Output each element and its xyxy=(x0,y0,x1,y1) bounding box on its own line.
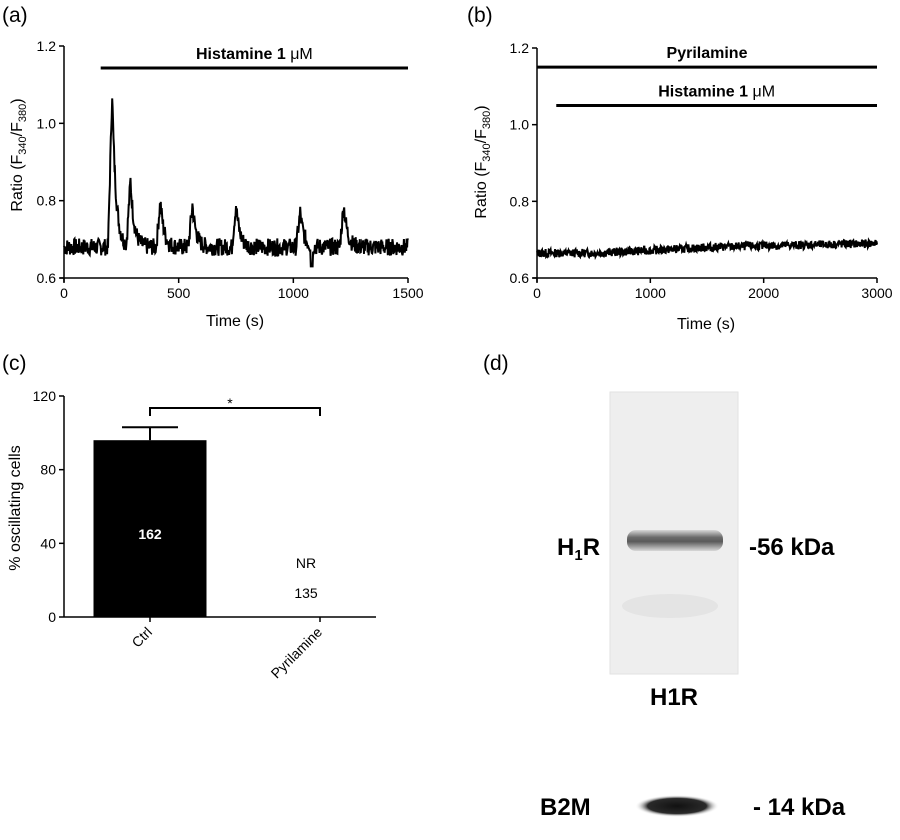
panel-b-ytick-label: 0.8 xyxy=(510,193,530,209)
panel-a-xtick-label: 0 xyxy=(60,285,68,301)
blot-background-smudge xyxy=(622,594,718,618)
panel-a-xtick-label: 500 xyxy=(167,285,191,301)
panel-a-axes xyxy=(60,46,408,282)
panel-c-bar-n-label: 135 xyxy=(294,585,318,601)
panel-b-ylabel: Ratio (F340/F380) xyxy=(473,105,493,218)
blot-membrane-border xyxy=(609,391,739,675)
panel-c-bar-n-label: 162 xyxy=(138,526,162,542)
h1r-band-left-label: H1R xyxy=(557,534,600,564)
panel-c-category-label: Pyrilamine xyxy=(268,624,326,682)
panel-a-ytick-label: 0.6 xyxy=(37,270,57,286)
panel-d: (d) H1R -56 kDa H1R B2M - 14 kDa xyxy=(483,352,846,821)
panel-b-ytick-label: 0.6 xyxy=(510,270,530,286)
panel-b-ytick-label: 1.0 xyxy=(510,117,530,133)
panel-c-ytick-label: 0 xyxy=(48,609,56,625)
panel-a-ytick-label: 1.0 xyxy=(37,115,57,131)
panel-d-label: (d) xyxy=(483,352,509,375)
panel-a-ylabel: Ratio (F340/F380) xyxy=(9,98,29,211)
panel-a-treatment-label: Histamine 1 μM xyxy=(196,46,313,63)
b2m-band xyxy=(635,795,719,817)
panel-a: (a) 0 500 1000 1500 0.6 0.8 1.0 1.2 Histamine 1… xyxy=(2,4,424,330)
panel-c-ytick-label: 80 xyxy=(40,462,56,478)
panel-b-axes xyxy=(533,48,877,282)
panel-b-treatment-label: Histamine 1 μM xyxy=(658,84,775,101)
h1r-band-size-label: -56 kDa xyxy=(749,534,835,561)
panel-b-xtick-label: 1000 xyxy=(635,285,666,301)
panel-c-bars: 162 135 xyxy=(93,426,318,617)
panel-c-ylabel: % oscillating cells xyxy=(7,445,24,570)
blot-caption: H1R xyxy=(650,684,698,711)
panel-a-trace xyxy=(63,98,409,268)
panel-c-category-label: Ctrl xyxy=(128,624,155,651)
panel-c-ytick-label: 40 xyxy=(40,535,56,551)
panel-b-trace xyxy=(536,237,878,261)
panel-b-xlabel: Time (s) xyxy=(677,316,735,333)
panel-a-ytick-label: 0.8 xyxy=(37,193,57,209)
panel-b: (b) 0 1000 2000 3000 0.6 0.8 1.0 1.2 Pyrilamine… xyxy=(467,4,893,333)
panel-b-label: (b) xyxy=(467,4,493,27)
b2m-label: B2M xyxy=(540,794,591,821)
panel-c-bar-ctrl xyxy=(93,440,207,617)
panel-b-xtick-label: 3000 xyxy=(861,285,892,301)
panel-c-nr-label: NR xyxy=(296,555,316,571)
panel-b-treatment-bars: Pyrilamine Histamine 1 μM xyxy=(537,45,877,107)
panel-b-ytick-label: 1.2 xyxy=(510,40,530,56)
panel-a-treatment-bars: Histamine 1 μM xyxy=(100,46,408,70)
h1r-band xyxy=(627,530,723,551)
panel-c-label: (c) xyxy=(2,352,27,375)
panel-c-significance-bracket xyxy=(149,407,321,416)
panel-b-treatment-label: Pyrilamine xyxy=(667,45,748,62)
panel-b-xtick-label: 2000 xyxy=(748,285,779,301)
panel-c-significance-star: * xyxy=(227,395,233,411)
b2m-size-label: - 14 kDa xyxy=(753,794,846,821)
panel-c: (c) 0 40 80 120 Ctrl Pyrilamine 162 135 % osci… xyxy=(2,352,376,681)
panel-a-xtick-label: 1500 xyxy=(392,285,423,301)
panel-a-ytick-label: 1.2 xyxy=(37,38,57,54)
panel-a-label: (a) xyxy=(2,4,28,27)
panel-c-ytick-label: 120 xyxy=(33,388,57,404)
panel-b-ticks: 0 1000 2000 3000 0.6 0.8 1.0 1.2 xyxy=(510,40,893,301)
panel-a-ticks: 0 500 1000 1500 0.6 0.8 1.0 1.2 xyxy=(37,38,424,301)
panel-b-xtick-label: 0 xyxy=(533,285,541,301)
panel-a-xtick-label: 1000 xyxy=(278,285,309,301)
panel-a-xlabel: Time (s) xyxy=(206,313,264,330)
